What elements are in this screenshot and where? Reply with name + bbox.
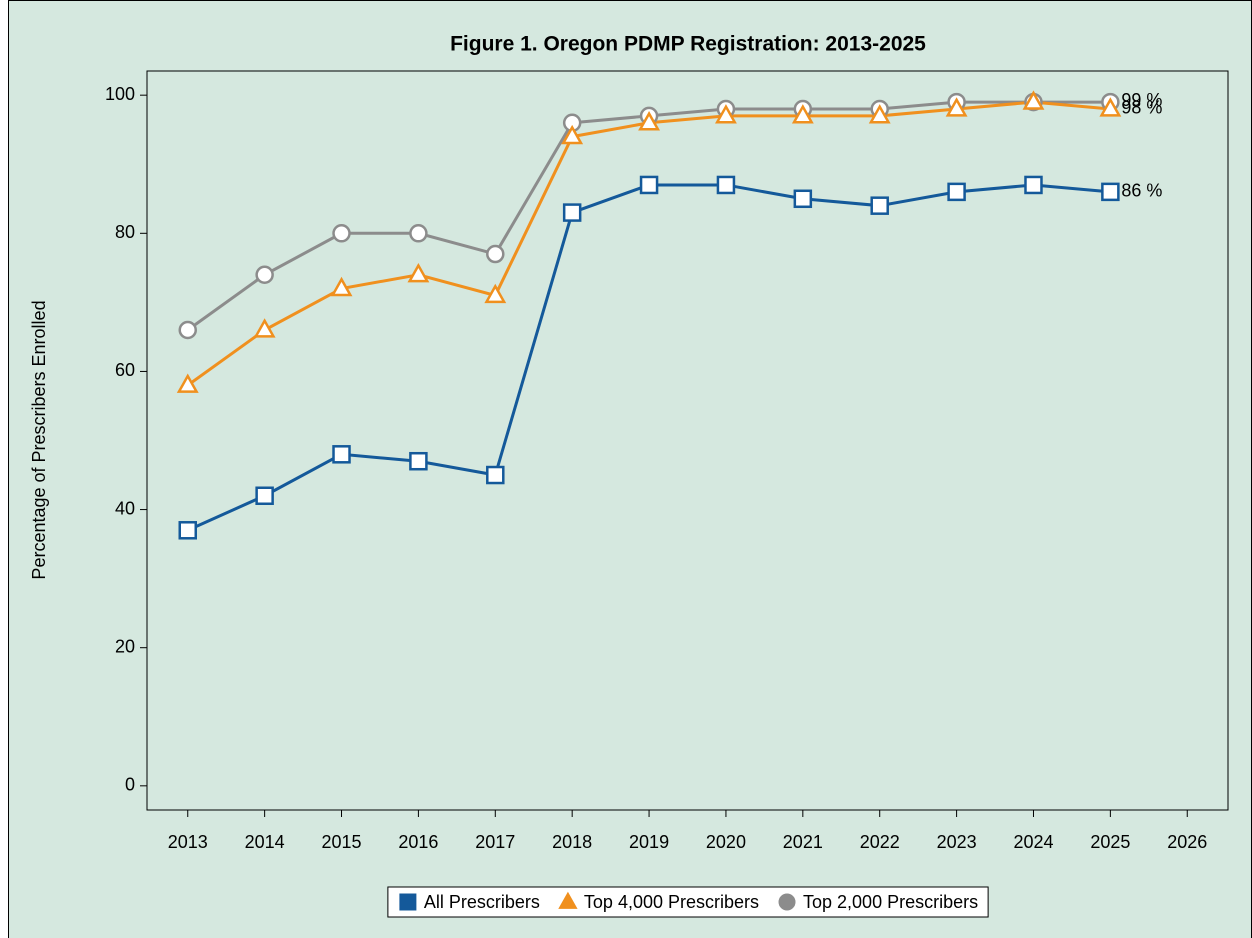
data-point — [178, 320, 197, 340]
x-tick-label: 2025 — [1090, 832, 1130, 852]
x-tick-label: 2024 — [1013, 832, 1053, 852]
data-point — [561, 124, 584, 145]
legend-marker — [558, 891, 578, 909]
data-point — [176, 373, 199, 393]
data-point — [791, 104, 814, 124]
x-tick-label: 2014 — [245, 832, 285, 852]
legend-marker — [778, 893, 796, 911]
legend: All Prescribers Top 4,000 Prescribers Top … — [387, 886, 989, 918]
data-point — [486, 244, 505, 264]
legend-marker — [399, 893, 417, 911]
data-label: 98 % — [1121, 98, 1162, 118]
data-point — [332, 445, 351, 464]
legend-label: All Prescribers — [424, 892, 540, 912]
data-label: 86 % — [1121, 181, 1162, 201]
data-point — [409, 224, 428, 243]
y-axis-label: Percentage of Prescribers Enrolled — [29, 300, 49, 579]
data-point — [638, 111, 660, 131]
legend-box — [387, 886, 989, 918]
data-point — [870, 196, 889, 215]
y-tick-label: 60 — [115, 360, 135, 380]
y-tick-label: 40 — [115, 498, 135, 518]
legend-label: Top 2,000 Prescribers — [803, 892, 978, 912]
data-point — [716, 175, 736, 195]
data-point — [332, 224, 351, 243]
x-tick-label: 2021 — [783, 832, 823, 852]
data-point — [255, 265, 274, 284]
data-point — [178, 521, 197, 540]
x-tick-label: 2017 — [475, 832, 515, 852]
data-point — [409, 451, 428, 471]
data-point — [1101, 182, 1120, 202]
data-point — [868, 104, 891, 124]
data-point — [1022, 90, 1045, 110]
legend-label: Top 4,000 Prescribers — [584, 892, 759, 912]
y-tick-label: 20 — [115, 636, 135, 656]
y-tick-label: 0 — [125, 775, 135, 795]
data-point — [407, 262, 430, 283]
y-tick-label: 80 — [115, 222, 135, 242]
plot-area — [146, 70, 1229, 811]
data-point — [1024, 175, 1043, 195]
data-point — [253, 318, 276, 338]
x-tick-label: 2016 — [398, 832, 438, 852]
chart-title: Figure 1. Oregon PDMP Registration: 2013… — [450, 33, 926, 56]
x-tick-label: 2026 — [1167, 832, 1207, 852]
x-tick-label: 2020 — [706, 832, 746, 852]
x-tick-label: 2023 — [937, 832, 977, 852]
y-tick-label: 100 — [105, 84, 135, 104]
x-tick-label: 2018 — [552, 832, 592, 852]
data-point — [793, 189, 813, 209]
data-point — [562, 203, 582, 222]
x-tick-label: 2019 — [629, 832, 669, 852]
data-label: 99 % — [1121, 90, 1162, 110]
data-point — [947, 182, 966, 202]
data-point — [715, 104, 737, 124]
x-tick-label: 2013 — [168, 832, 208, 852]
data-point — [486, 465, 505, 485]
data-point — [945, 97, 968, 117]
data-point — [639, 175, 659, 195]
data-point — [1099, 97, 1122, 117]
data-point — [484, 283, 507, 304]
data-point — [330, 276, 353, 297]
x-tick-label: 2022 — [860, 832, 900, 852]
data-point — [255, 486, 274, 506]
x-tick-label: 2015 — [321, 832, 361, 852]
